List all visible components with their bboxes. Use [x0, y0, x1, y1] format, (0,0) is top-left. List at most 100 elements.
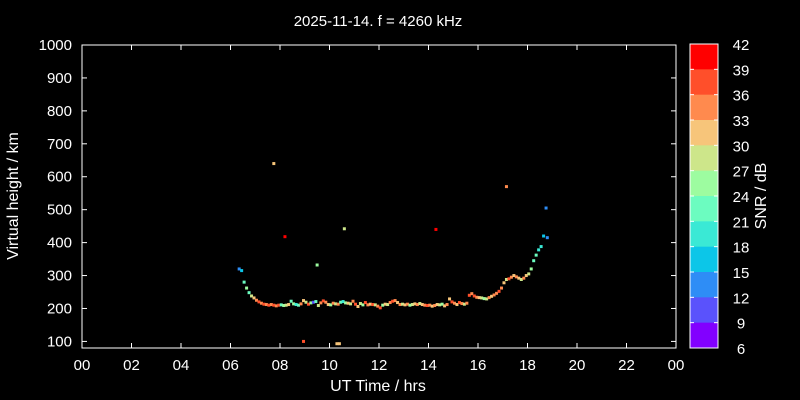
data-point: [381, 303, 385, 307]
data-point: [403, 303, 407, 307]
colorbar-swatch: [690, 246, 718, 273]
data-point: [304, 300, 308, 304]
data-point: [430, 304, 434, 308]
colorbar-label: SNR / dB: [753, 163, 770, 230]
data-point: [269, 303, 273, 307]
colorbar-tick-label: 33: [733, 113, 750, 130]
y-tick-label: 700: [47, 136, 72, 153]
plot-frame: [81, 44, 677, 349]
data-point: [425, 304, 429, 308]
data-point: [534, 253, 538, 257]
data-point: [423, 303, 427, 307]
data-point: [415, 303, 419, 307]
colorbar-swatches: [690, 44, 718, 349]
data-point: [262, 302, 266, 306]
data-point: [294, 303, 298, 307]
data-point: [438, 303, 442, 307]
data-point: [420, 303, 424, 307]
data-point: [257, 300, 261, 304]
x-tick-label: 20: [569, 357, 586, 374]
data-point: [512, 274, 516, 278]
x-tick-label: 00: [74, 357, 91, 374]
data-point: [480, 296, 484, 300]
data-point: [319, 301, 323, 305]
data-point: [316, 304, 320, 308]
data-point: [477, 296, 481, 300]
data-point: [495, 291, 499, 295]
data-point: [435, 303, 439, 307]
data-point: [413, 302, 417, 306]
colorbar-tick-label: 18: [733, 240, 750, 257]
data-point: [237, 267, 241, 271]
data-point: [504, 277, 508, 281]
y-tick-label: 900: [47, 70, 72, 87]
data-point: [524, 274, 528, 278]
colorbar: 42 39 36 33 30 27 24 21 18 15 12 9 6: [689, 37, 750, 358]
data-point: [353, 302, 357, 306]
data-point: [398, 303, 402, 307]
x-tick-label: 16: [470, 357, 487, 374]
data-point: [462, 302, 466, 306]
data-point: [242, 280, 246, 284]
data-point: [309, 301, 313, 305]
data-point: [366, 303, 370, 307]
data-point: [274, 304, 278, 308]
data-point: [450, 300, 454, 304]
data-point: [321, 299, 325, 303]
chart-title: 2025-11-14. f = 4260 kHz: [294, 13, 463, 30]
data-point: [527, 272, 531, 276]
data-point: [302, 339, 306, 343]
data-point: [434, 227, 438, 231]
data-point: [467, 293, 471, 297]
data-point: [470, 292, 474, 296]
colorbar-tick-label: 30: [733, 138, 750, 155]
x-tick-label: 12: [371, 357, 388, 374]
data-point: [545, 236, 549, 240]
data-point: [336, 302, 340, 306]
data-point: [532, 259, 536, 263]
data-point: [529, 267, 533, 271]
data-point: [299, 302, 303, 306]
data-point: [358, 302, 362, 306]
data-point: [349, 302, 353, 306]
data-point: [542, 234, 546, 238]
colorbar-tick-label: 9: [737, 316, 745, 333]
y-tick-label: 100: [47, 333, 72, 350]
data-point: [247, 291, 251, 295]
data-point: [272, 162, 276, 166]
colorbar-swatch: [690, 69, 718, 96]
colorbar-tick-label: 24: [733, 189, 750, 206]
data-point: [378, 306, 382, 310]
y-tick-label: 1000: [39, 37, 72, 54]
plot-area: 00 02 04 06 08 10 12 14 16 18 20 22 00 100 200 300 400 5…: [39, 37, 685, 374]
data-point: [418, 302, 422, 306]
colorbar-tick-label: 6: [737, 341, 745, 358]
data-point: [465, 301, 469, 305]
data-point: [383, 302, 387, 306]
data-point: [490, 294, 494, 298]
data-point: [259, 301, 263, 305]
data-point: [460, 302, 464, 306]
data-point: [539, 245, 543, 249]
data-point: [448, 297, 452, 301]
data-point: [500, 286, 504, 290]
colorbar-tick-label: 27: [733, 164, 750, 181]
data-point: [507, 277, 511, 281]
x-tick-label: 04: [173, 357, 190, 374]
data-point: [472, 294, 476, 298]
data-point: [509, 275, 513, 279]
data-point: [334, 302, 338, 306]
data-point: [502, 281, 506, 285]
data-point: [250, 294, 254, 298]
data-point: [405, 302, 409, 306]
data-point: [311, 300, 315, 304]
y-tick-label: 200: [47, 300, 72, 317]
data-point: [487, 296, 491, 300]
data-point: [361, 303, 365, 307]
colorbar-swatch: [690, 145, 718, 172]
colorbar-swatch: [690, 297, 718, 324]
data-point: [272, 303, 276, 307]
data-point: [342, 227, 346, 231]
data-point: [324, 300, 328, 304]
x-axis-label: UT Time / hrs: [330, 378, 426, 395]
